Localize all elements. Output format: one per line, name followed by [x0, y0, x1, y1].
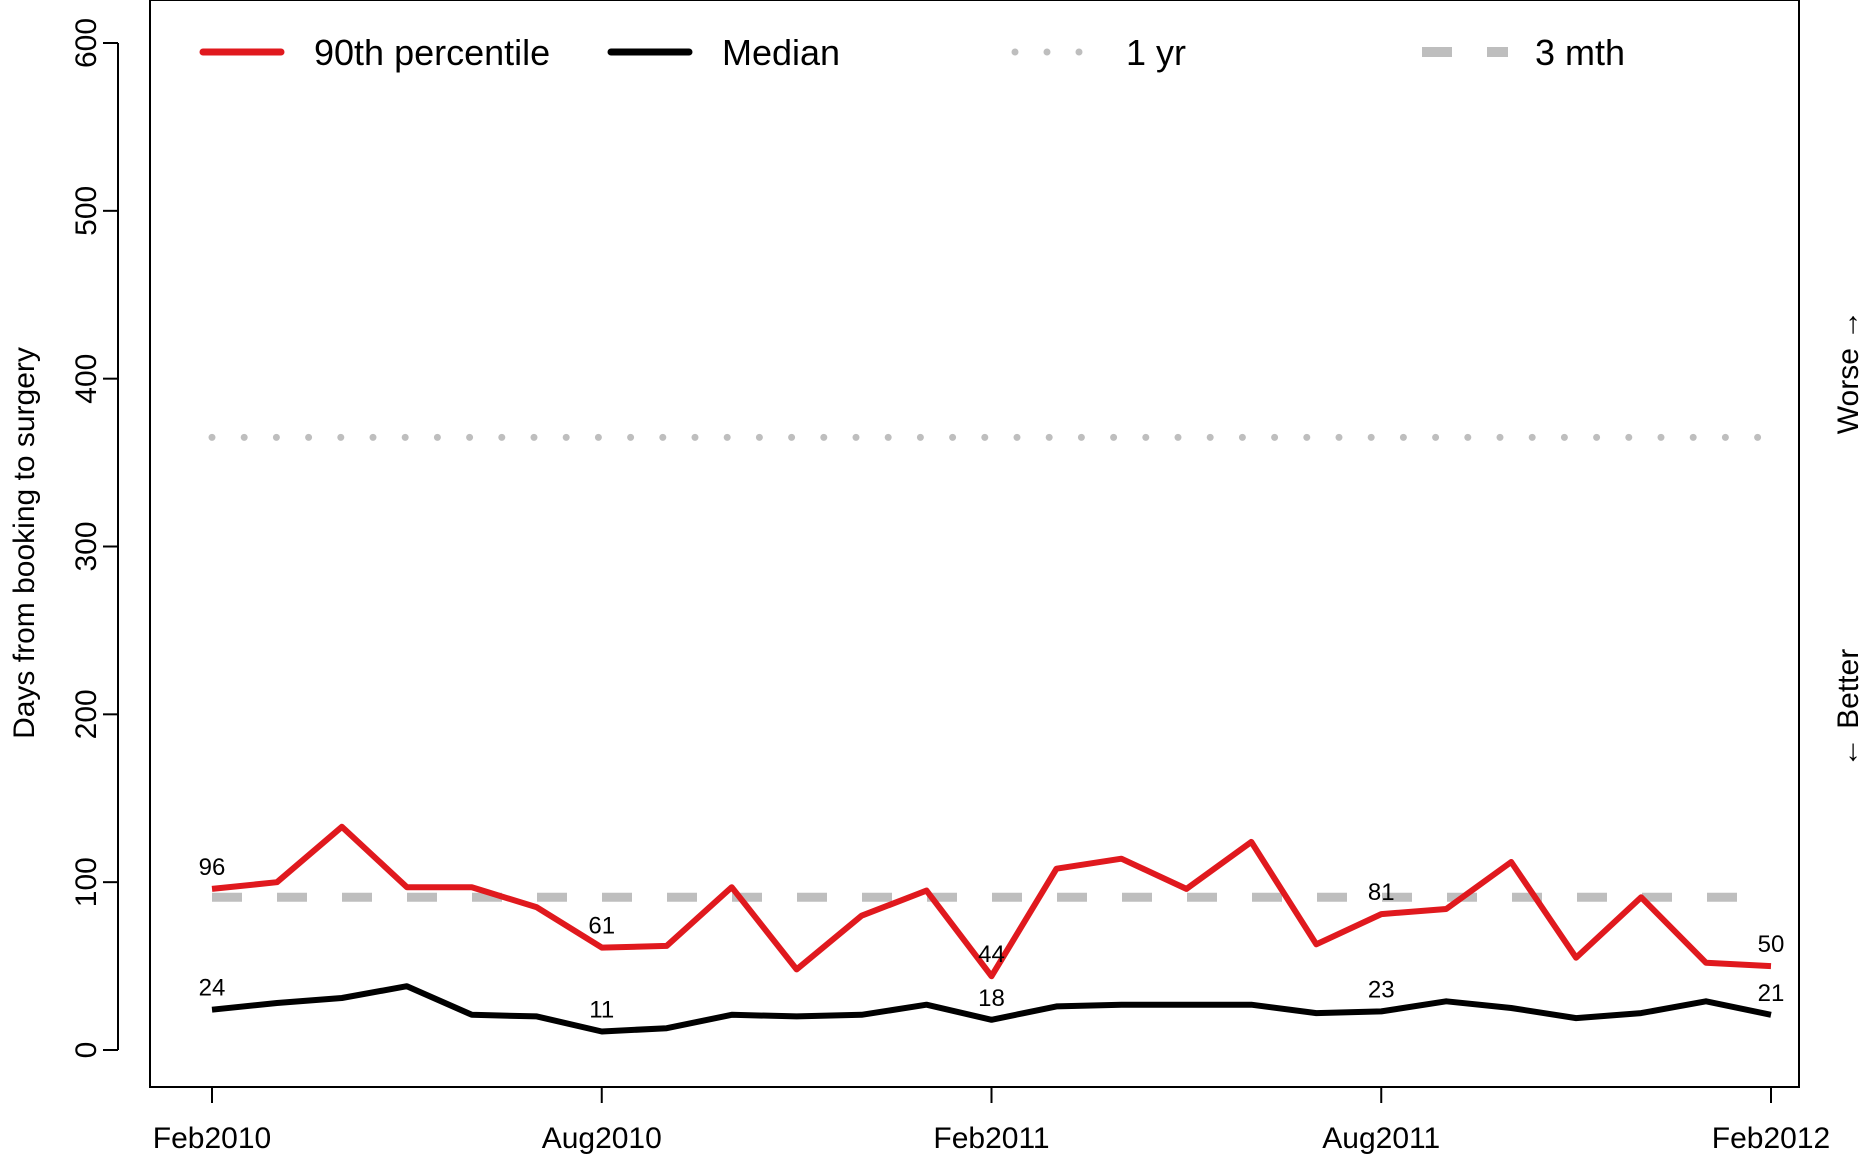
data-label: 61 — [588, 913, 615, 940]
x-tick-label: Feb2012 — [1712, 1122, 1830, 1155]
better-label: ← Better — [1832, 649, 1865, 767]
data-label: 81 — [1368, 879, 1395, 906]
data-label: 18 — [978, 985, 1005, 1012]
y-tick-label: 200 — [70, 689, 103, 739]
y-tick-label: 100 — [70, 857, 103, 907]
y-tick-label: 400 — [70, 354, 103, 404]
legend-label: Median — [722, 32, 840, 73]
series-median-line — [211, 983, 1772, 1035]
data-label-layer: 96 61 44 81 50 24 11 18 23 21 — [199, 854, 1785, 1024]
worse-label: Worse → — [1832, 310, 1865, 434]
y-tick-label: 500 — [70, 186, 103, 236]
y-tick-label: 300 — [70, 521, 103, 571]
x-axis: Feb2010 Aug2010 Feb2011 Aug2011 Feb2012 — [153, 1086, 1830, 1155]
legend-label: 1 yr — [1126, 32, 1186, 73]
data-label: 11 — [589, 997, 614, 1024]
data-label: 50 — [1758, 931, 1785, 958]
legend-label: 90th percentile — [314, 32, 550, 73]
x-tick-label: Aug2010 — [542, 1122, 662, 1155]
x-tick-label: Aug2011 — [1322, 1122, 1440, 1155]
x-tick-label: Feb2011 — [933, 1122, 1049, 1155]
x-tick-label: Feb2010 — [153, 1122, 271, 1155]
data-label: 24 — [199, 975, 226, 1002]
y-axis-title: Days from booking to surgery — [8, 347, 41, 739]
data-label: 96 — [199, 854, 226, 881]
series-90th-percentile-line — [211, 823, 1772, 980]
y-axis: 0 100 200 300 400 500 600 — [70, 18, 119, 1059]
data-label: 23 — [1368, 976, 1395, 1003]
y-tick-label: 0 — [70, 1042, 103, 1059]
legend-label: 3 mth — [1535, 32, 1625, 73]
data-label: 21 — [1758, 980, 1785, 1007]
y-tick-label: 600 — [70, 18, 103, 68]
legend: 90th percentile Median 1 yr 3 mth — [199, 32, 1625, 73]
data-label: 44 — [978, 941, 1005, 968]
series-layer — [208, 433, 1775, 1035]
